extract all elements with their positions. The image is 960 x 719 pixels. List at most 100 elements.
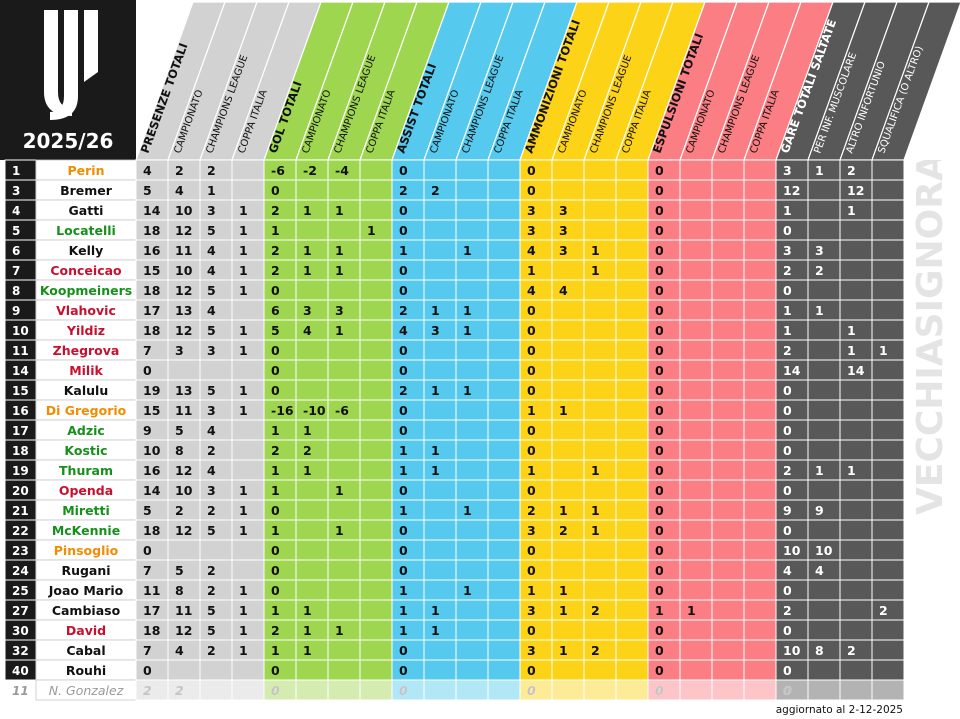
stat-cell [711,319,745,341]
stat-cell [679,439,713,461]
stat-cell [679,459,713,481]
stat-value: 0 [271,383,280,398]
stat-value: 0 [399,263,408,278]
stat-cell [711,439,745,461]
player-name: Cambiaso [52,603,121,618]
stat-value: 1 [271,523,280,538]
stat-cell [263,279,297,301]
stat-cell [487,479,521,501]
stat-value: 3 [527,203,536,218]
stat-cell [807,659,841,681]
stat-value: 0 [527,663,536,678]
stat-value: 0 [783,623,792,638]
stat-cell [519,319,553,341]
stat-cell [551,279,585,301]
stat-value: -2 [303,163,317,178]
stat-cell [679,559,713,581]
stat-value: 0 [783,483,792,498]
stat-value: 12 [847,183,864,198]
stat-cell [743,319,777,341]
stat-value: 1 [207,183,216,198]
row-number-cell [4,299,37,321]
stat-value: 1 [335,523,344,538]
stat-cell [519,579,553,601]
stat-cell [295,539,329,561]
stat-value: 4 [207,263,216,278]
stat-cell [359,239,393,261]
stat-cell [807,479,841,501]
stat-cell [135,499,169,521]
stat-cell [263,639,297,661]
stat-cell [519,299,553,321]
stat-cell [679,519,713,541]
stat-cell [391,159,425,181]
stat-cell [679,259,713,281]
stat-value: 12 [175,523,192,538]
stat-cell [871,619,905,641]
stat-cell [583,279,617,301]
stat-value: 3 [815,243,824,258]
stat-cell [775,599,809,621]
stat-cell [327,179,361,201]
stat-value: 3 [431,323,440,338]
stat-cell [327,559,361,581]
stat-value: 0 [399,223,408,238]
stat-cell [391,459,425,481]
player-name: Kostic [64,443,107,458]
stat-cell [519,559,553,581]
stat-cell [519,159,553,181]
stat-value: 11 [175,403,192,418]
stat-cell [615,279,649,301]
stat-cell [775,499,809,521]
stat-value: 1 [431,303,440,318]
stat-value: 0 [399,163,408,178]
stat-cell [167,559,201,581]
stat-cell [231,619,265,641]
stat-value: 3 [175,343,184,358]
stat-cell [327,379,361,401]
row-number: 6 [12,244,20,258]
stat-cell [167,419,201,441]
stat-cell [743,639,777,661]
stat-cell [711,519,745,541]
season-label: 2025/26 [23,129,114,153]
player-name: Adzic [67,423,105,438]
stat-cell [647,439,681,461]
stat-cell [487,379,521,401]
stat-cell [647,319,681,341]
stat-cell [295,619,329,641]
stat-value: 19 [143,383,160,398]
stat-cell [455,239,489,261]
stat-value: 1 [847,323,856,338]
stat-cell [743,619,777,641]
player-name: Di Gregorio [46,403,127,418]
stat-value: 0 [527,323,536,338]
inactive-row-overlay [136,680,904,700]
stat-cell [263,379,297,401]
stat-cell [263,419,297,441]
stat-cell [647,199,681,221]
stat-value: 1 [335,263,344,278]
stat-value: 3 [207,403,216,418]
juventus-logo [44,10,98,120]
stat-value: 17 [143,603,160,618]
stat-value: 1 [239,523,248,538]
stat-cell [391,379,425,401]
stat-value: 1 [591,463,600,478]
stat-cell [199,359,233,381]
player-name: Joao Mario [48,583,124,598]
stat-cell [807,199,841,221]
stat-value: 9 [783,503,792,518]
stat-cell [263,219,297,241]
stat-cell [743,479,777,501]
stat-cell [647,539,681,561]
stat-cell [551,259,585,281]
stat-cell [423,259,457,281]
stat-value: 3 [335,303,344,318]
stat-cell [199,299,233,321]
stat-value: 1 [335,323,344,338]
stat-cell [839,159,873,181]
stat-cell [487,419,521,441]
stat-cell [743,179,777,201]
stat-cell [359,599,393,621]
